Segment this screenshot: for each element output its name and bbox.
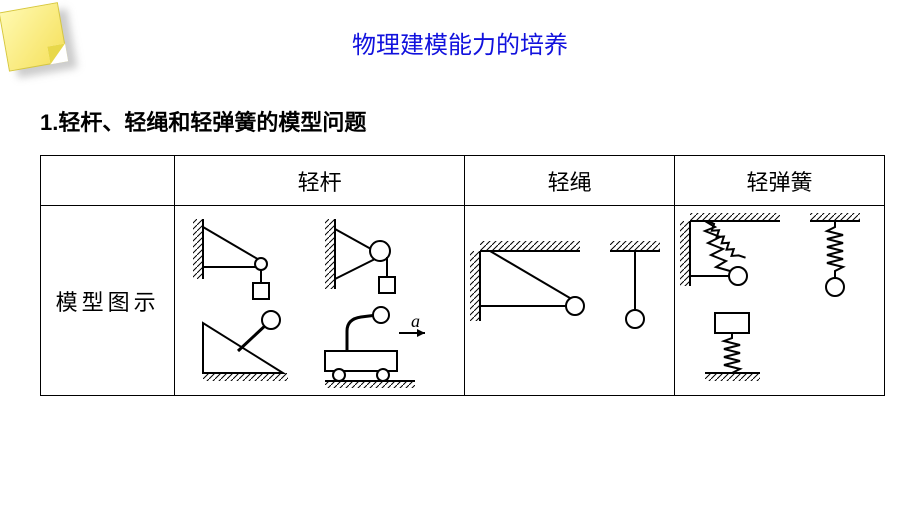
spring-svg (680, 213, 880, 388)
model-table: 轻杆 轻绳 轻弹簧 模型图示 (40, 155, 885, 396)
table-diagram-row: 模型图示 (41, 206, 885, 396)
table-header-row: 轻杆 轻绳 轻弹簧 (41, 156, 885, 206)
row-label: 模型图示 (41, 206, 175, 396)
svg-text:a: a (411, 311, 420, 331)
header-col2: 轻绳 (465, 156, 675, 206)
header-col1: 轻杆 (175, 156, 465, 206)
page-title: 物理建模能力的培养 (0, 25, 920, 60)
section-heading: 1.轻杆、轻绳和轻弹簧的模型问题 (40, 105, 366, 137)
header-blank (41, 156, 175, 206)
header-col3: 轻弹簧 (675, 156, 885, 206)
cell-rope-diagrams (465, 206, 675, 396)
cell-spring-diagrams (675, 206, 885, 396)
rope-svg (470, 241, 670, 361)
rod-svg: a (185, 213, 455, 388)
cell-rod-diagrams: a (175, 206, 465, 396)
